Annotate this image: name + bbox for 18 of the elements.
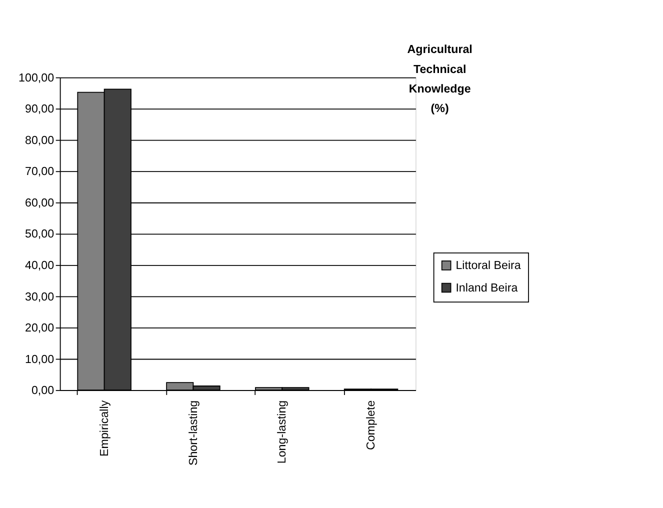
y-tick-label: 50,00 [24, 228, 54, 241]
y-tick-label: 100,00 [18, 71, 54, 84]
y-tick-label: 10,00 [24, 352, 54, 366]
x-tick-label: Complete [364, 400, 378, 450]
legend-label: Littoral Beira [456, 259, 522, 272]
x-tick-label: Long-lasting [276, 400, 289, 464]
y-tick-label: 90,00 [24, 102, 54, 116]
y-tick-label: 40,00 [24, 259, 54, 272]
y-tick-label: 80,00 [24, 134, 54, 147]
y-tick-label: 30,00 [24, 290, 54, 304]
x-tick-label: Short-lasting [186, 400, 200, 466]
y-tick-label: 0,00 [31, 384, 54, 398]
text: Agricultural Technical Knowledge (%) [407, 43, 472, 116]
y-tick-label: 60,00 [24, 196, 54, 210]
legend-label: Inland Beira [456, 281, 518, 294]
x-tick-label: Empirically [98, 400, 111, 456]
y-tick-label: 70,00 [24, 165, 54, 178]
y-tick-label: 20,00 [24, 322, 54, 335]
